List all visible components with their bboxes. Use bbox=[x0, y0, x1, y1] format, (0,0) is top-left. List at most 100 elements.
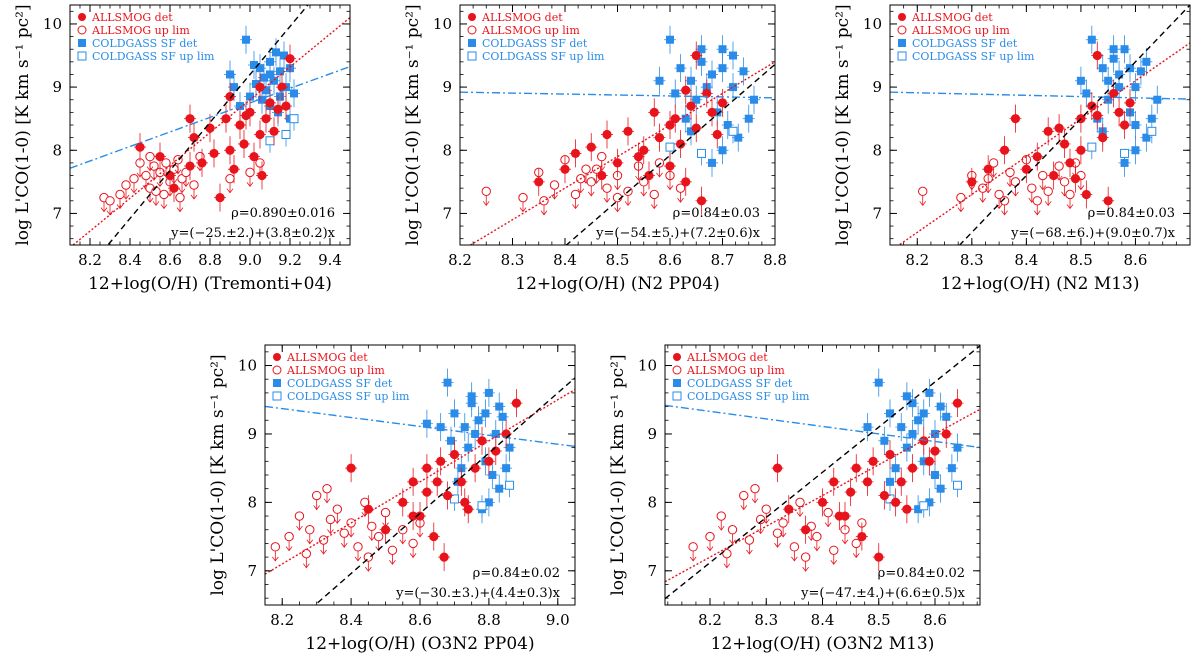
legend-marker-coldgass-det bbox=[468, 39, 476, 47]
coldgass-det-point bbox=[908, 429, 917, 438]
coldgass-det-point bbox=[1087, 35, 1096, 44]
x-axis-title: 12+log(O/H) (N2 M13) bbox=[941, 274, 1140, 294]
allsmog-det-point bbox=[1021, 164, 1031, 174]
legend-label: ALLSMOG up lim bbox=[481, 24, 580, 37]
y-tick-label: 8 bbox=[247, 493, 257, 511]
allsmog-det-point bbox=[1081, 189, 1091, 200]
coldgass-ul-point bbox=[1120, 148, 1130, 158]
panel-tremonti: 8.2 8.4 8.6 8.8 9.0 9.2 9.4 7 8 9 10 12+log(O/H) (T… bbox=[13, 4, 351, 294]
allsmog-det-point bbox=[1087, 101, 1097, 111]
fit-line-coldgass bbox=[460, 91, 775, 99]
coldgass-det-point bbox=[734, 133, 743, 142]
coldgass-det-point bbox=[687, 127, 695, 136]
allsmog-ul-arrowhead bbox=[757, 529, 764, 535]
x-tick-label: 9.4 bbox=[318, 251, 342, 269]
coldgass-det-point bbox=[1082, 89, 1091, 98]
fit-equation-label: y=(−30.±3.)+(4.4±0.3)x bbox=[395, 586, 561, 601]
coldgass-det-point bbox=[681, 114, 690, 123]
allsmog-det-point bbox=[1092, 50, 1102, 61]
fit-equation-label: y=(−54.±5.)+(7.2±0.6)x bbox=[595, 226, 761, 241]
coldgass-det-point bbox=[495, 484, 504, 493]
y-tick-label: 7 bbox=[872, 204, 882, 222]
allsmog-ul-point bbox=[305, 525, 315, 535]
allsmog-ul-arrowhead bbox=[166, 191, 174, 197]
allsmog-ul-point bbox=[518, 192, 528, 203]
allsmog-det-point bbox=[491, 446, 501, 456]
legend-marker-allsmog-ul bbox=[467, 25, 477, 35]
allsmog-det-point bbox=[717, 98, 728, 108]
allsmog-det-point bbox=[675, 139, 686, 149]
plot-area bbox=[265, 368, 575, 605]
allsmog-ul-point bbox=[398, 525, 408, 535]
x-tick-label: 8.8 bbox=[198, 251, 222, 269]
coldgass-ul-point bbox=[505, 480, 515, 490]
coldgass-det-point bbox=[422, 419, 431, 428]
legend-marker-allsmog-det bbox=[673, 353, 681, 361]
coldgass-det-point bbox=[272, 48, 280, 57]
allsmog-ul-point bbox=[1038, 170, 1048, 181]
allsmog-det-point bbox=[281, 101, 291, 111]
allsmog-ul-point bbox=[284, 531, 294, 542]
x-tick-label: 8.5 bbox=[606, 251, 630, 269]
coldgass-det-point bbox=[931, 429, 939, 438]
allsmog-ul-arrowhead bbox=[416, 532, 424, 538]
allsmog-det-point bbox=[449, 449, 460, 460]
allsmog-ul-arrowhead bbox=[361, 512, 369, 518]
allsmog-ul-point bbox=[739, 490, 749, 501]
y-tick-label: 10 bbox=[43, 15, 62, 33]
allsmog-ul-arrowhead bbox=[740, 505, 748, 511]
allsmog-ul-point bbox=[1054, 161, 1064, 171]
allsmog-ul-arrowhead bbox=[540, 210, 548, 216]
allsmog-ul-point bbox=[654, 158, 665, 168]
allsmog-ul-point bbox=[189, 180, 199, 190]
allsmog-ul-arrowhead bbox=[1001, 210, 1008, 216]
coldgass-det-point bbox=[498, 412, 507, 421]
allsmog-ul-arrowhead bbox=[717, 525, 725, 531]
allsmog-det-point bbox=[346, 463, 356, 473]
coldgass-det-point bbox=[886, 409, 894, 418]
y-axis-title: log L'CO(1-0) [K km s⁻¹ pc²] bbox=[608, 354, 628, 595]
legend-marker-coldgass-det bbox=[273, 379, 281, 387]
coldgass-det-point bbox=[447, 436, 455, 445]
coldgass-det-point bbox=[262, 86, 270, 95]
allsmog-ul-point bbox=[1043, 186, 1053, 197]
allsmog-det-point bbox=[772, 463, 783, 473]
coldgass-det-point bbox=[250, 61, 258, 69]
allsmog-ul-arrowhead bbox=[389, 560, 396, 565]
allsmog-ul-point bbox=[978, 183, 988, 193]
allsmog-ul-point bbox=[999, 196, 1010, 206]
legend-label: COLDGASS SF up lim bbox=[482, 50, 605, 63]
allsmog-ul-arrowhead bbox=[1039, 185, 1047, 191]
plot-frame bbox=[889, 4, 1191, 246]
allsmog-ul-point bbox=[1005, 167, 1015, 178]
allsmog-ul-point bbox=[549, 180, 560, 190]
allsmog-det-point bbox=[277, 82, 287, 92]
coldgass-det-point bbox=[464, 443, 473, 452]
allsmog-det-point bbox=[1032, 151, 1042, 162]
coldgass-det-point bbox=[290, 89, 298, 98]
allsmog-det-point bbox=[891, 497, 901, 507]
coldgass-det-point bbox=[1098, 64, 1107, 73]
allsmog-det-point bbox=[902, 504, 912, 514]
allsmog-det-point bbox=[209, 148, 219, 159]
allsmog-ul-point bbox=[145, 151, 155, 162]
coldgass-det-point bbox=[270, 76, 278, 85]
allsmog-ul-arrowhead bbox=[334, 518, 341, 524]
allsmog-det-point bbox=[241, 110, 251, 121]
coldgass-det-point bbox=[886, 477, 894, 486]
allsmog-det-point bbox=[967, 177, 977, 187]
x-tick-label: 8.3 bbox=[501, 251, 525, 269]
y-tick-label: 8 bbox=[647, 493, 657, 511]
allsmog-det-point bbox=[857, 531, 867, 542]
fit-line-coldgass bbox=[265, 405, 575, 448]
allsmog-ul-arrowhead bbox=[990, 172, 997, 178]
panel-o3n2-pp04: 8.2 8.4 8.6 8.8 9.0 7 8 9 10 12+log(O/H) (O3N2 PP… bbox=[208, 344, 576, 654]
coldgass-det-point bbox=[1115, 83, 1124, 92]
allsmog-det-point bbox=[1065, 158, 1075, 168]
allsmog-ul-arrowhead bbox=[174, 169, 182, 175]
coldgass-det-point bbox=[1147, 114, 1156, 123]
allsmog-det-point bbox=[586, 142, 596, 152]
allsmog-ul-point bbox=[649, 189, 659, 200]
allsmog-det-point bbox=[135, 142, 145, 152]
allsmog-ul-arrowhead bbox=[160, 204, 168, 210]
